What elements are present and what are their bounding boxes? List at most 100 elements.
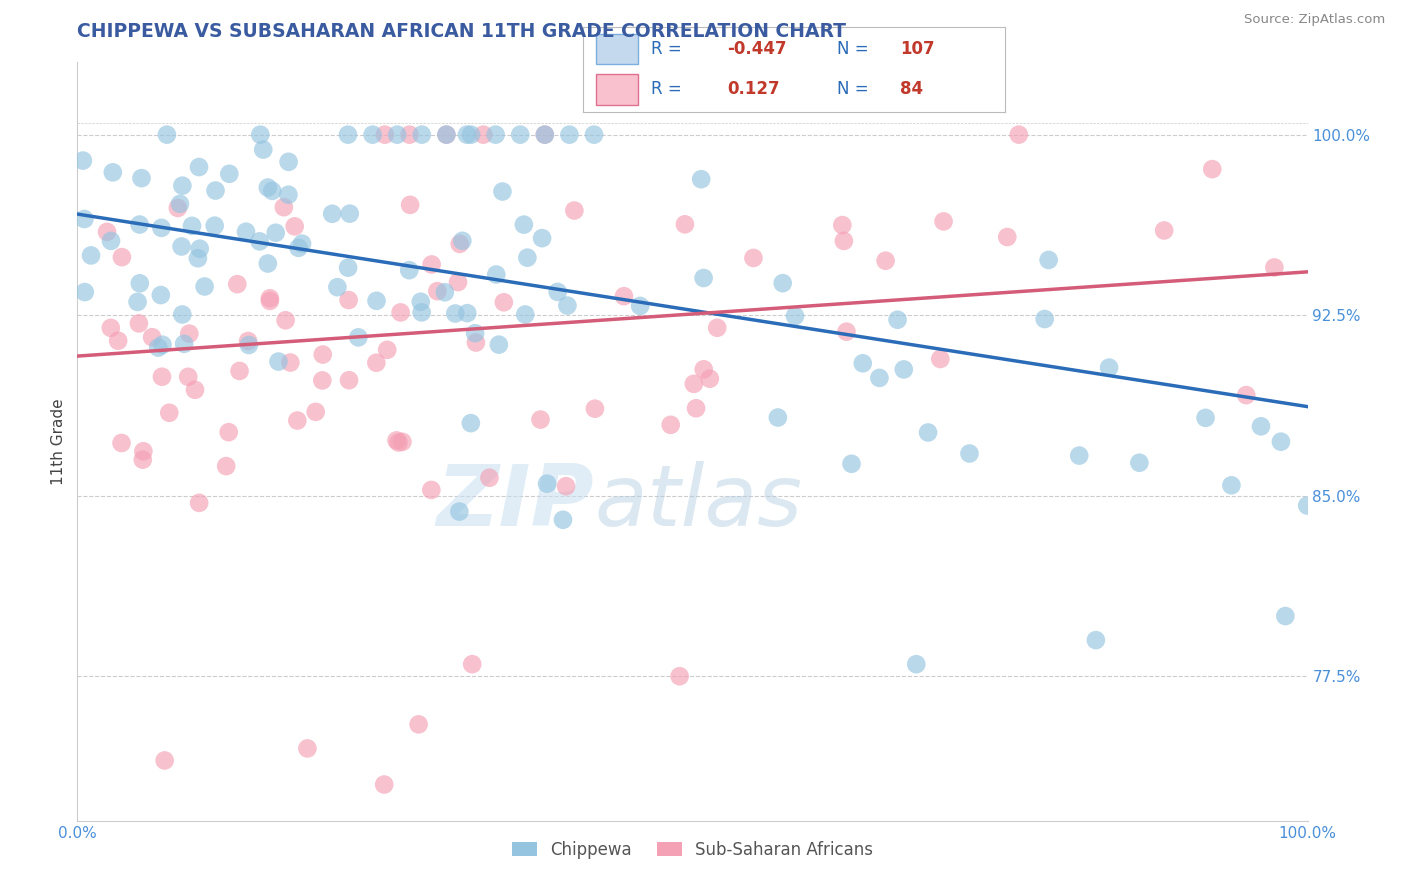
Point	[96, 225, 118, 239]
Point	[464, 335, 486, 350]
Point	[100, 234, 122, 248]
Point	[184, 383, 207, 397]
Point	[488, 337, 510, 351]
Point	[1201, 162, 1223, 177]
Point	[337, 293, 360, 307]
Point	[444, 306, 467, 320]
Point	[156, 128, 179, 142]
Point	[408, 717, 430, 731]
Point	[875, 253, 897, 268]
Text: N =: N =	[837, 80, 868, 98]
Point	[692, 271, 714, 285]
Point	[297, 741, 319, 756]
Point	[1270, 434, 1292, 449]
Point	[456, 306, 478, 320]
Point	[742, 251, 765, 265]
Point	[485, 128, 508, 142]
Point	[995, 230, 1018, 244]
Point	[181, 219, 204, 233]
Point	[832, 234, 855, 248]
Point	[613, 289, 636, 303]
Point	[426, 284, 449, 298]
Point	[534, 128, 557, 142]
Point	[259, 291, 281, 305]
Point	[72, 153, 94, 168]
Point	[385, 128, 409, 142]
Point	[321, 207, 343, 221]
Point	[361, 128, 384, 142]
Point	[385, 434, 408, 448]
Point	[73, 212, 96, 227]
Point	[236, 334, 259, 348]
Point	[366, 356, 388, 370]
Point	[132, 444, 155, 458]
Point	[491, 185, 513, 199]
Point	[194, 279, 217, 293]
Point	[673, 217, 696, 231]
Point	[831, 218, 853, 232]
Point	[73, 285, 96, 299]
Point	[555, 479, 578, 493]
Point	[278, 355, 301, 369]
Point	[449, 236, 471, 251]
Y-axis label: 11th Grade: 11th Grade	[51, 398, 66, 485]
Point	[461, 657, 484, 672]
Point	[868, 371, 890, 385]
Point	[218, 167, 240, 181]
Point	[557, 299, 579, 313]
Point	[259, 293, 281, 308]
Point	[1033, 312, 1056, 326]
Point	[215, 459, 238, 474]
Point	[534, 128, 557, 142]
Point	[447, 275, 470, 289]
Point	[169, 197, 191, 211]
Point	[218, 425, 240, 439]
Point	[478, 471, 501, 485]
Point	[101, 165, 124, 179]
Point	[516, 251, 538, 265]
Point	[131, 171, 153, 186]
Point	[172, 178, 194, 193]
Point	[509, 128, 531, 142]
Point	[128, 317, 150, 331]
Point	[256, 256, 278, 270]
Point	[107, 334, 129, 348]
Text: Source: ZipAtlas.com: Source: ZipAtlas.com	[1244, 13, 1385, 27]
Point	[1296, 499, 1319, 513]
Point	[128, 277, 150, 291]
Point	[252, 143, 274, 157]
Point	[1128, 456, 1150, 470]
Point	[492, 295, 515, 310]
Text: 107: 107	[900, 40, 935, 58]
Point	[375, 343, 398, 357]
Point	[835, 325, 858, 339]
Point	[149, 288, 172, 302]
Point	[226, 277, 249, 292]
Point	[515, 308, 537, 322]
Point	[411, 305, 433, 319]
Point	[389, 305, 412, 319]
Text: R =: R =	[651, 80, 682, 98]
Point	[564, 203, 586, 218]
Point	[464, 326, 486, 341]
Legend: Chippewa, Sub-Saharan Africans: Chippewa, Sub-Saharan Africans	[505, 834, 880, 865]
Point	[249, 128, 271, 142]
Point	[436, 128, 458, 142]
Point	[893, 362, 915, 376]
Point	[305, 405, 328, 419]
Point	[188, 160, 211, 174]
Point	[531, 231, 554, 245]
Point	[1194, 410, 1216, 425]
Point	[460, 416, 482, 430]
Text: N =: N =	[837, 40, 868, 58]
Point	[287, 241, 309, 255]
Point	[690, 172, 713, 186]
Text: -0.447: -0.447	[727, 40, 786, 58]
Point	[170, 239, 193, 253]
Text: 84: 84	[900, 80, 922, 98]
Point	[132, 452, 155, 467]
Point	[337, 128, 360, 142]
Point	[188, 496, 211, 510]
Point	[841, 457, 863, 471]
Text: R =: R =	[651, 40, 682, 58]
